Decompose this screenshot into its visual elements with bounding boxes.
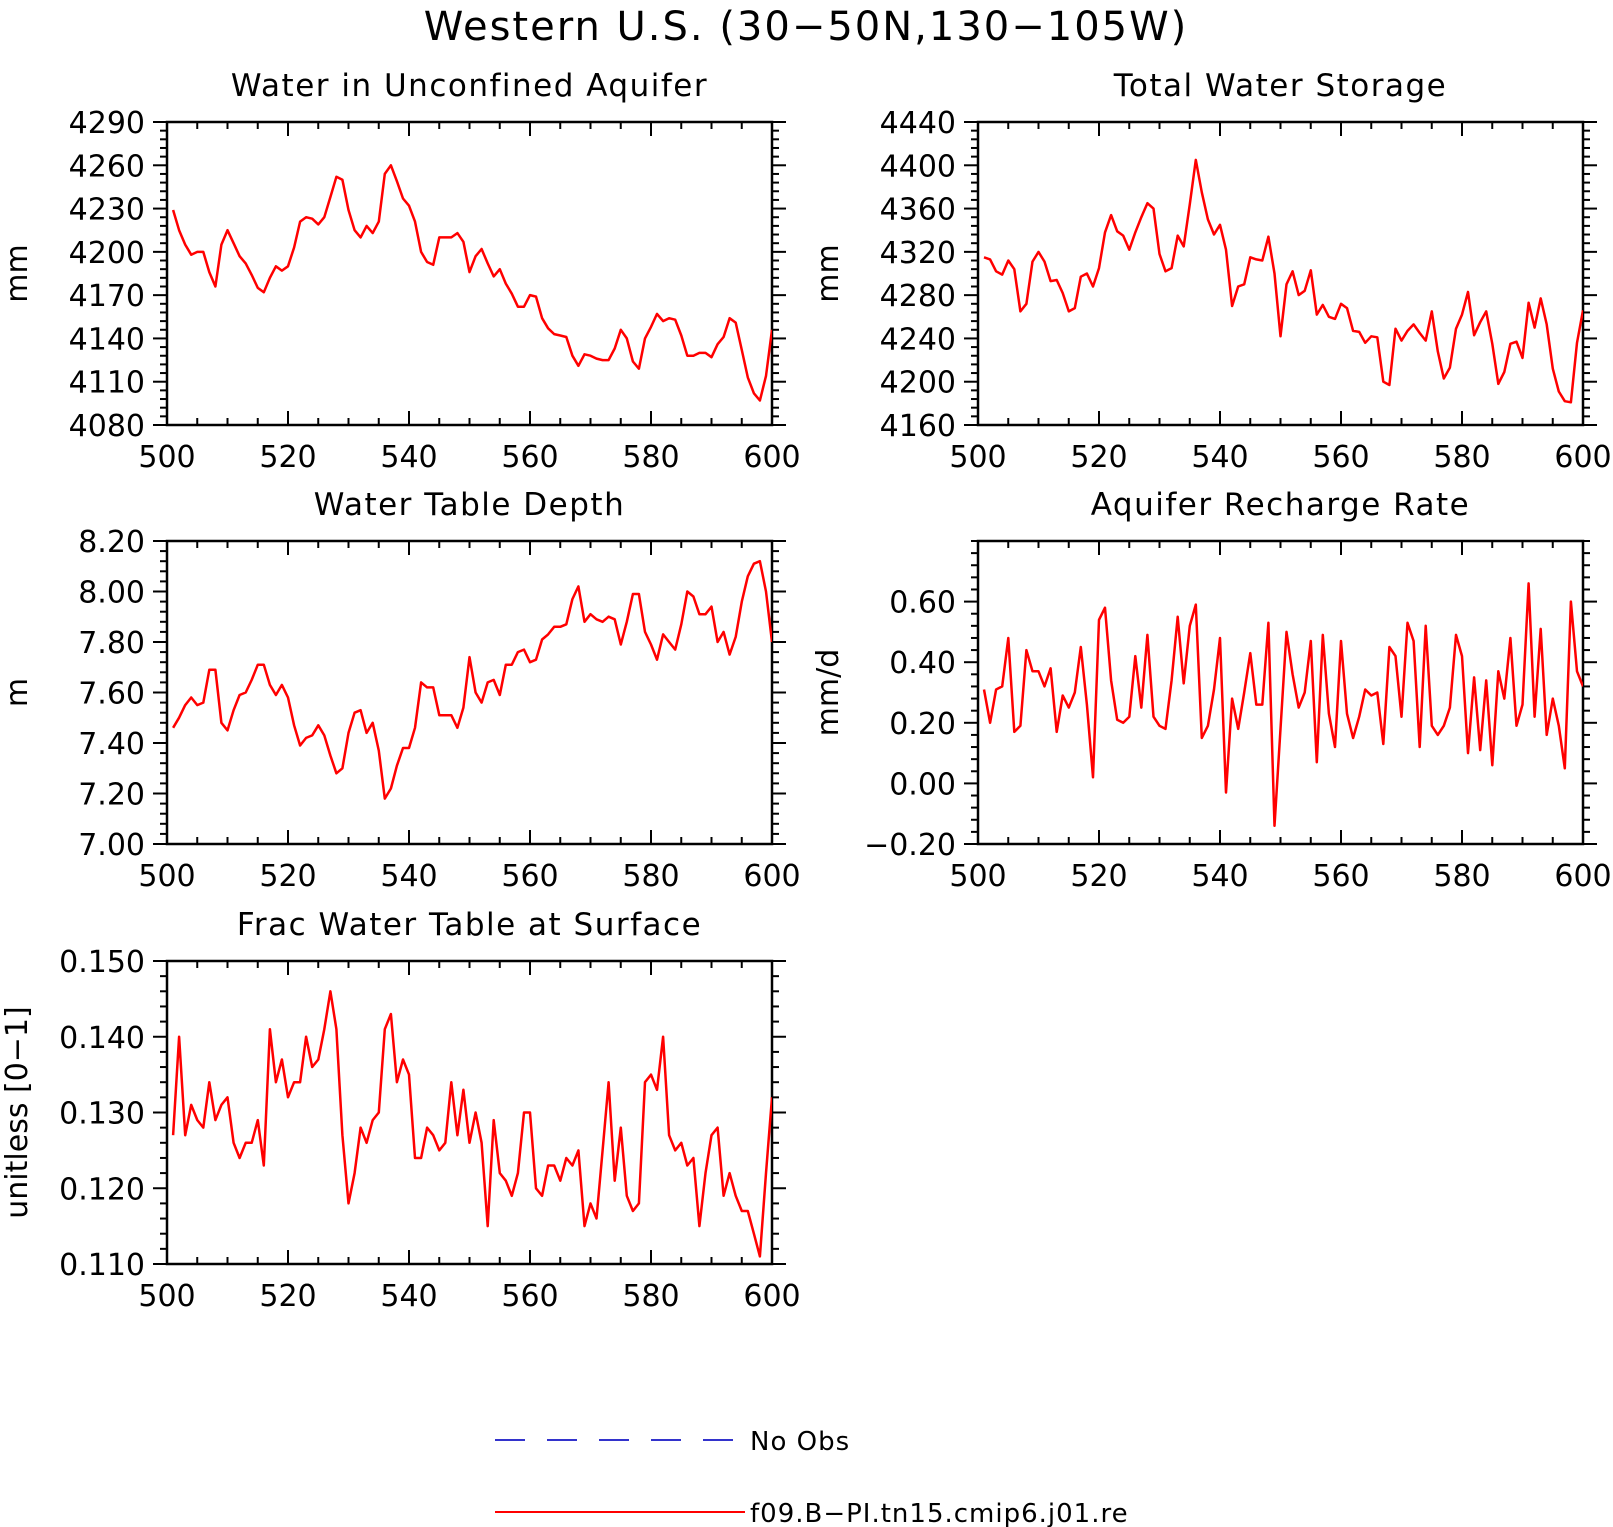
y-tick-label: 4200 [69, 236, 145, 271]
y-tick-label: 0.120 [59, 1172, 145, 1207]
x-tick-label: 500 [949, 440, 1006, 475]
x-tick-label: 540 [1191, 440, 1248, 475]
x-tick-label: 540 [380, 859, 437, 894]
x-tick-label: 580 [622, 859, 679, 894]
y-tick-label: 4240 [880, 322, 956, 357]
y-tick-label: 4320 [880, 236, 956, 271]
y-tick-label: 0.140 [59, 1021, 145, 1056]
y-tick-label: 4290 [69, 106, 145, 141]
y-tick-label: 4170 [69, 279, 145, 314]
x-tick-label: 540 [1191, 859, 1248, 894]
x-tick-label: 520 [259, 440, 316, 475]
y-tick-label: 4360 [880, 193, 956, 228]
y-tick-label: 7.80 [78, 626, 145, 661]
legend-label-series: f09.B−PI.tn15.cmip6.j01.re [750, 1499, 1129, 1527]
panel-total-water-storage: Total Water Storage 500 520 540 560 580 600 416… [811, 68, 1612, 475]
y-tick-label: 4110 [69, 366, 145, 401]
x-tick-label: 540 [380, 1279, 437, 1314]
y-axis-label: mm [0, 244, 35, 302]
y-tick-label: 8.20 [78, 525, 145, 560]
panel-title: Aquifer Recharge Rate [1091, 487, 1470, 523]
x-tick-label: 520 [259, 859, 316, 894]
x-tick-label: 520 [1070, 859, 1127, 894]
y-tick-label: 7.40 [78, 727, 145, 762]
panel-aquifer-water: Water in Unconfined Aquifer 500 520 540 560 5… [0, 68, 801, 475]
series-line-water-table-depth [172, 559, 772, 800]
x-tick-label: 600 [1554, 859, 1611, 894]
panel-title: Water Table Depth [314, 487, 625, 523]
plot-frame [976, 120, 1585, 427]
panel-title: Water in Unconfined Aquifer [231, 68, 708, 104]
y-tick-label: 7.00 [78, 828, 145, 863]
x-tick-label: 560 [1312, 440, 1369, 475]
x-tick-label: 600 [1554, 440, 1611, 475]
plot-frame [165, 120, 774, 427]
legend-label-no-obs: No Obs [750, 1427, 850, 1457]
x-tick-label: 500 [949, 859, 1006, 894]
series-line-aquifer-water [171, 164, 772, 402]
y-tick-label: −0.20 [864, 828, 956, 863]
y-tick-label: 0.00 [889, 767, 956, 802]
y-tick-label: 0.130 [59, 1097, 145, 1132]
figure-title: Western U.S. (30−50N,130−105W) [424, 4, 1189, 50]
x-tick-label: 600 [743, 1279, 800, 1314]
y-tick-label: 4080 [69, 409, 145, 444]
y-tick-label: 4440 [880, 106, 956, 141]
y-tick-label: 0.60 [889, 586, 956, 621]
y-tick-label: 4230 [69, 193, 145, 228]
y-axis-label: mm/d [811, 649, 846, 737]
y-tick-label: 7.20 [78, 778, 145, 813]
panel-title: Total Water Storage [1113, 68, 1448, 104]
x-tick-label: 520 [259, 1279, 316, 1314]
panel-title: Frac Water Table at Surface [237, 907, 702, 943]
y-tick-label: 0.40 [889, 646, 956, 681]
plot-frame [165, 959, 774, 1266]
x-tick-label: 580 [1433, 859, 1490, 894]
y-tick-label: 7.60 [78, 677, 145, 712]
y-tick-label: 4400 [880, 149, 956, 184]
y-tick-label: 0.150 [59, 945, 145, 980]
y-tick-label: 4200 [880, 366, 956, 401]
panels: Water in Unconfined Aquifer 500 520 540 560 5… [0, 68, 1612, 1314]
plot-frame [165, 539, 774, 846]
panel-recharge-rate: Aquifer Recharge Rate 500 520 540 560 580 600 −… [811, 487, 1612, 894]
y-tick-label: 4140 [69, 322, 145, 357]
x-tick-label: 560 [501, 1279, 558, 1314]
panel-water-table-depth: Water Table Depth 500 520 540 560 580 600 7.00 7… [0, 487, 801, 894]
x-tick-label: 600 [743, 440, 800, 475]
panel-frac-water-table: Frac Water Table at Surface 500 520 540 560 5… [0, 907, 801, 1314]
series-line-total-water-storage [983, 158, 1583, 404]
x-tick-label: 500 [138, 859, 195, 894]
x-tick-label: 560 [501, 440, 558, 475]
y-tick-label: 4260 [69, 149, 145, 184]
x-tick-label: 580 [622, 440, 679, 475]
x-tick-label: 580 [622, 1279, 679, 1314]
y-axis-label: mm [811, 244, 846, 302]
y-axis-label: m [0, 678, 35, 707]
y-tick-label: 4280 [880, 279, 956, 314]
x-tick-label: 500 [138, 1279, 195, 1314]
legend: No Obs f09.B−PI.tn15.cmip6.j01.re [495, 1427, 1129, 1527]
y-tick-label: 0.110 [59, 1248, 145, 1283]
plot-frame [976, 539, 1585, 846]
series-line-frac-water-table [171, 990, 772, 1258]
x-tick-label: 560 [1312, 859, 1369, 894]
x-tick-label: 600 [743, 859, 800, 894]
y-axis-label: unitless [0−1] [0, 1006, 35, 1218]
y-tick-label: 4160 [880, 409, 956, 444]
y-tick-label: 0.20 [889, 707, 956, 742]
x-tick-label: 520 [1070, 440, 1127, 475]
x-tick-label: 580 [1433, 440, 1490, 475]
x-tick-label: 500 [138, 440, 195, 475]
series-line-recharge-rate [982, 582, 1583, 828]
x-tick-label: 560 [501, 859, 558, 894]
y-tick-label: 8.00 [78, 576, 145, 611]
x-tick-label: 540 [380, 440, 437, 475]
